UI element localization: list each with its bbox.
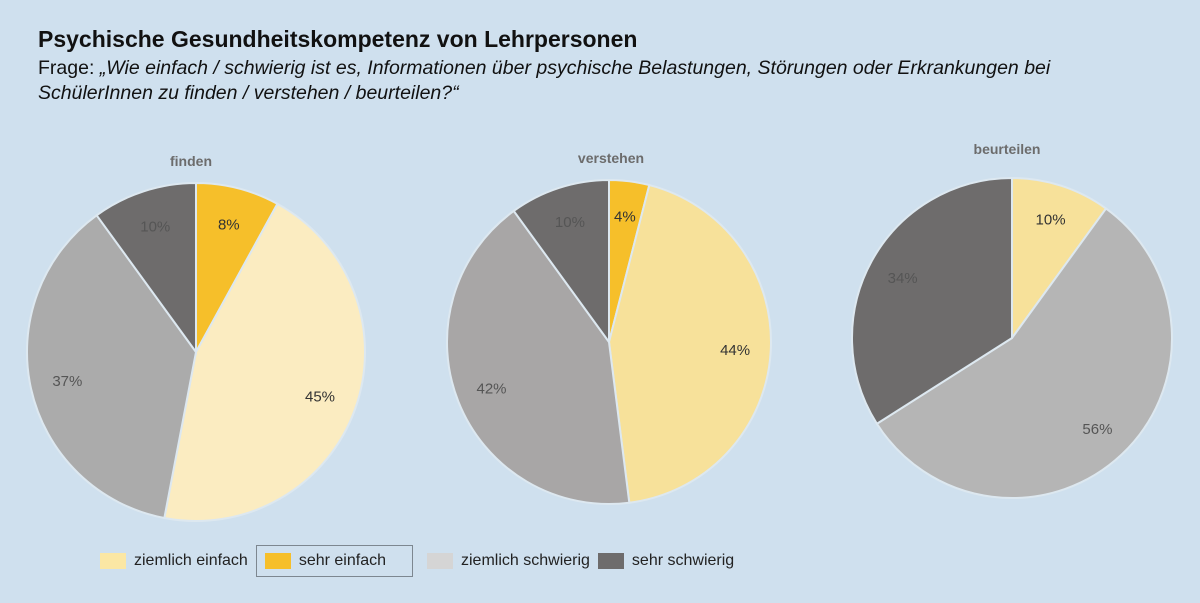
legend-item-sehr-einfach: sehr einfach <box>255 545 413 577</box>
data-label: 44% <box>720 342 750 359</box>
data-label: 37% <box>52 373 82 390</box>
legend-swatch <box>597 553 624 569</box>
legend-swatch <box>427 553 453 569</box>
pie-slice-ziemlich-einfach <box>163 202 367 523</box>
pie-slice-ziemlich-einfach <box>607 183 772 504</box>
pie-beurteilen: 10% 56% 34% <box>851 176 1173 499</box>
pie-slice-ziemlich-schwierig <box>446 209 631 505</box>
legend-swatch <box>100 553 126 569</box>
legend-swatch <box>264 553 291 569</box>
question-prefix: Frage: <box>38 57 100 79</box>
legend: ziemlich einfach sehr einfach ziemlich s… <box>100 545 742 577</box>
data-label: 10% <box>140 219 170 236</box>
legend-item-sehr-schwierig: sehr schwierig <box>597 552 735 570</box>
pie-slice-sehr-schwierig <box>851 176 1013 426</box>
legend-label: ziemlich einfach <box>134 552 248 569</box>
pie-slice-ziemlich-einfach <box>1011 176 1108 342</box>
data-label: 56% <box>1082 421 1112 438</box>
legend-label: sehr schwierig <box>631 552 735 569</box>
pie-slice-sehr-schwierig <box>95 181 197 356</box>
chart-subtitle: Frage: „Wie einfach / schwierig ist es, … <box>38 56 1158 106</box>
pie-title: beurteilen <box>974 141 1041 157</box>
pie-slice-ziemlich-schwierig <box>875 207 1173 499</box>
legend-label: ziemlich schwierig <box>461 552 590 569</box>
data-label: 42% <box>476 381 506 398</box>
data-label: 4% <box>614 209 636 226</box>
pie-slice-sehr-schwierig <box>512 178 610 346</box>
data-label: 10% <box>1036 211 1066 228</box>
data-label: 34% <box>888 270 918 287</box>
pie-title: verstehen <box>578 150 644 166</box>
pie-finden: 8% 45% 37% 10% <box>25 181 367 523</box>
legend-item-ziemlich-schwierig: ziemlich schwierig <box>427 552 590 570</box>
pie-slice-ziemlich-schwierig <box>25 213 198 520</box>
data-label: 8% <box>218 216 240 233</box>
legend-label: sehr einfach <box>298 552 386 569</box>
legend-item-ziemlich-einfach: ziemlich einfach <box>100 552 248 570</box>
question-text: „Wie einfach / schwierig ist es, Informa… <box>38 57 1051 104</box>
data-label: 45% <box>305 389 335 406</box>
pie-verstehen: 4% 44% 42% 10% <box>446 178 772 505</box>
data-label: 10% <box>555 214 585 231</box>
chart-title: Psychische Gesundheitskompetenz von Lehr… <box>38 26 638 52</box>
pie-title: finden <box>170 153 212 169</box>
